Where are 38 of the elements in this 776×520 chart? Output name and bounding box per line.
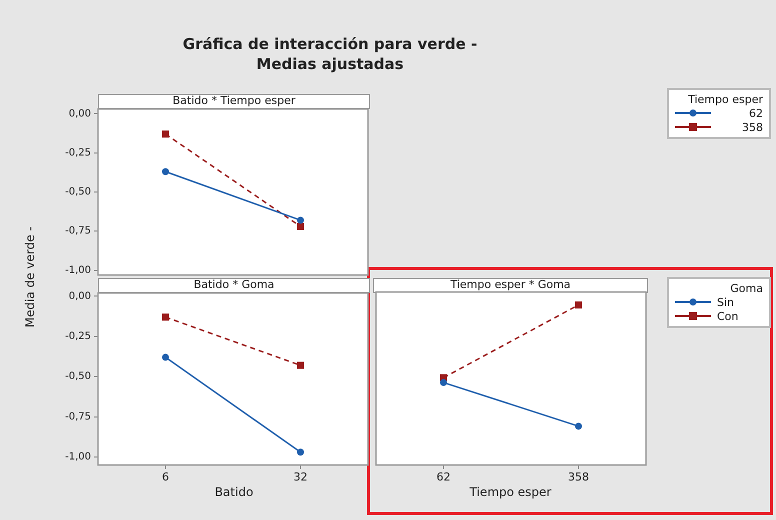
x-tick-label: 32 <box>294 470 308 484</box>
point <box>297 448 304 456</box>
chart-subtitle: Batido * Goma <box>98 278 370 293</box>
point <box>575 422 582 430</box>
point <box>162 314 170 321</box>
y-tick-label: -0,50 <box>65 371 91 382</box>
chart-title: Gráfica de interacción para verde - Medias ajustadas <box>182 34 478 74</box>
point <box>297 216 304 224</box>
y-tick-label: -0,75 <box>65 411 91 422</box>
point <box>162 168 169 176</box>
point <box>296 222 304 230</box>
y-axis-title: Media de verde - <box>23 225 37 330</box>
y-tick-label: 0,00 <box>68 108 91 120</box>
point <box>440 379 447 386</box>
y-tick-label: -0,25 <box>65 330 91 342</box>
y-tick-label: -1,00 <box>65 264 91 276</box>
legend-title: Goma <box>729 282 763 295</box>
y-tick-label: 0,00 <box>68 290 91 302</box>
legend-label: Con <box>717 310 740 322</box>
y-tick-label: -1,00 <box>65 452 91 463</box>
x-tick-label: 358 <box>568 470 589 484</box>
x-tick-label: 6 <box>162 470 169 484</box>
text: 358 <box>741 120 763 134</box>
chart-subtitle: Tiempo esper * Goma <box>373 278 648 293</box>
chart-subtitle: Batido * Tiempo esper <box>98 94 370 109</box>
point <box>162 354 169 361</box>
x-axis-title: Batido <box>214 485 254 499</box>
text: 62 <box>748 106 763 120</box>
legend-title: Tiempo esper <box>687 93 763 106</box>
x-tick-label: 62 <box>436 470 450 484</box>
point <box>296 362 304 369</box>
y-tick-label: -0,25 <box>65 147 91 158</box>
y-tick-label: -0,50 <box>65 186 91 198</box>
x-axis-title: Tiempo esper <box>468 485 552 499</box>
legend-label: Sin <box>717 296 736 308</box>
point <box>574 301 582 308</box>
point <box>162 130 170 138</box>
y-tick-label: -0,75 <box>65 226 91 237</box>
